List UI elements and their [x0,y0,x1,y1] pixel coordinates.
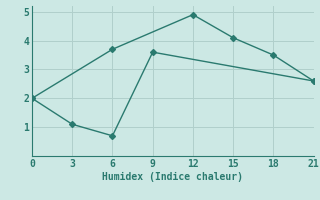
X-axis label: Humidex (Indice chaleur): Humidex (Indice chaleur) [102,172,243,182]
